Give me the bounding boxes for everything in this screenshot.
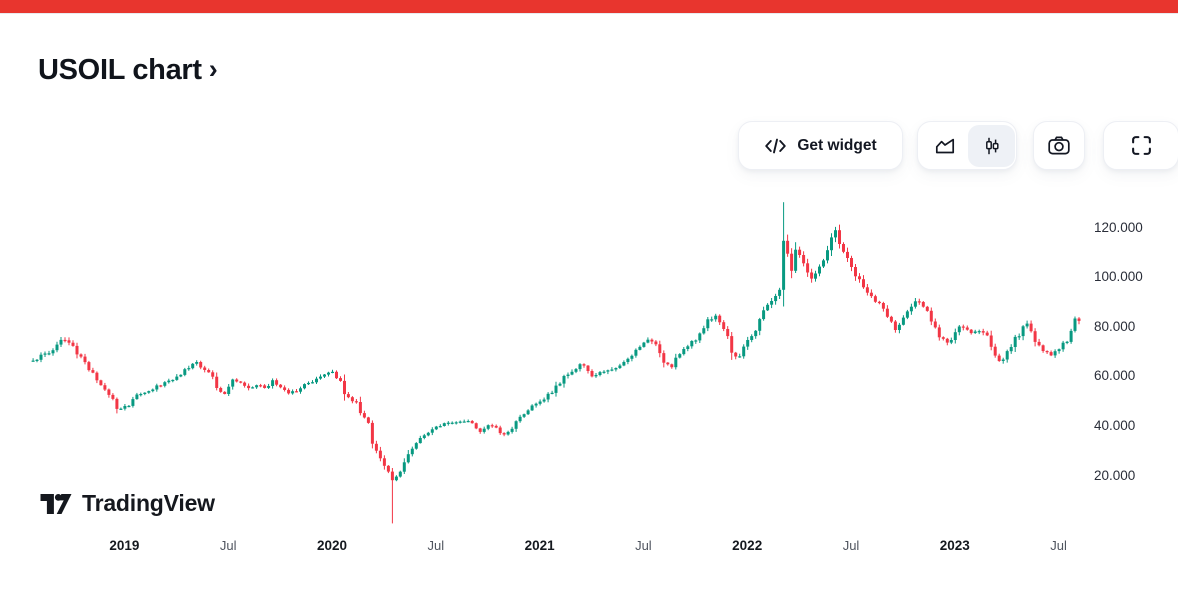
fullscreen-button[interactable]	[1103, 121, 1178, 170]
time-axis-label: Jul	[842, 538, 860, 553]
symbol-chart-link[interactable]: USOIL chart ›	[38, 52, 218, 88]
time-axis-label: Jul	[635, 538, 652, 553]
time-axis-label: Jul	[427, 538, 445, 553]
area-chart-icon	[934, 136, 956, 156]
time-axis-label: Jul	[219, 538, 237, 553]
tradingview-wordmark: TradingView	[82, 490, 215, 516]
price-axis-label: 20.000	[1094, 467, 1136, 483]
time-axis-label: 2019	[109, 538, 140, 553]
get-widget-label: Get widget	[797, 136, 877, 154]
page-title: USOIL chart	[38, 54, 202, 86]
code-icon	[764, 138, 787, 154]
area-chart-button[interactable]	[921, 125, 968, 167]
top-accent-bar	[0, 0, 1178, 13]
price-axis-label: 120.000	[1094, 219, 1143, 235]
header-divider	[0, 13, 1178, 14]
snapshot-button[interactable]	[1033, 121, 1085, 170]
time-axis-label: Jul	[1050, 538, 1067, 553]
time-axis-label: 2023	[939, 538, 970, 553]
camera-icon	[1047, 135, 1071, 156]
tradingview-logo-icon	[40, 491, 73, 517]
candlestick-icon	[982, 136, 1002, 156]
price-axis-label: 60.000	[1094, 368, 1136, 384]
time-axis-label: 2022	[732, 538, 763, 553]
price-axis-label: 40.000	[1094, 417, 1136, 433]
time-axis-label: 2020	[316, 538, 348, 553]
get-widget-button[interactable]: Get widget	[738, 121, 903, 170]
candlestick-button[interactable]	[968, 125, 1015, 167]
chevron-right-icon: ›	[208, 54, 218, 84]
tradingview-link[interactable]: TradingView	[40, 490, 215, 517]
price-axis-label: 80.000	[1094, 318, 1136, 334]
time-axis-label: 2021	[524, 538, 555, 553]
fullscreen-icon	[1130, 134, 1153, 157]
chart-type-segmented	[917, 121, 1017, 170]
price-axis-label: 100.000	[1094, 269, 1143, 285]
